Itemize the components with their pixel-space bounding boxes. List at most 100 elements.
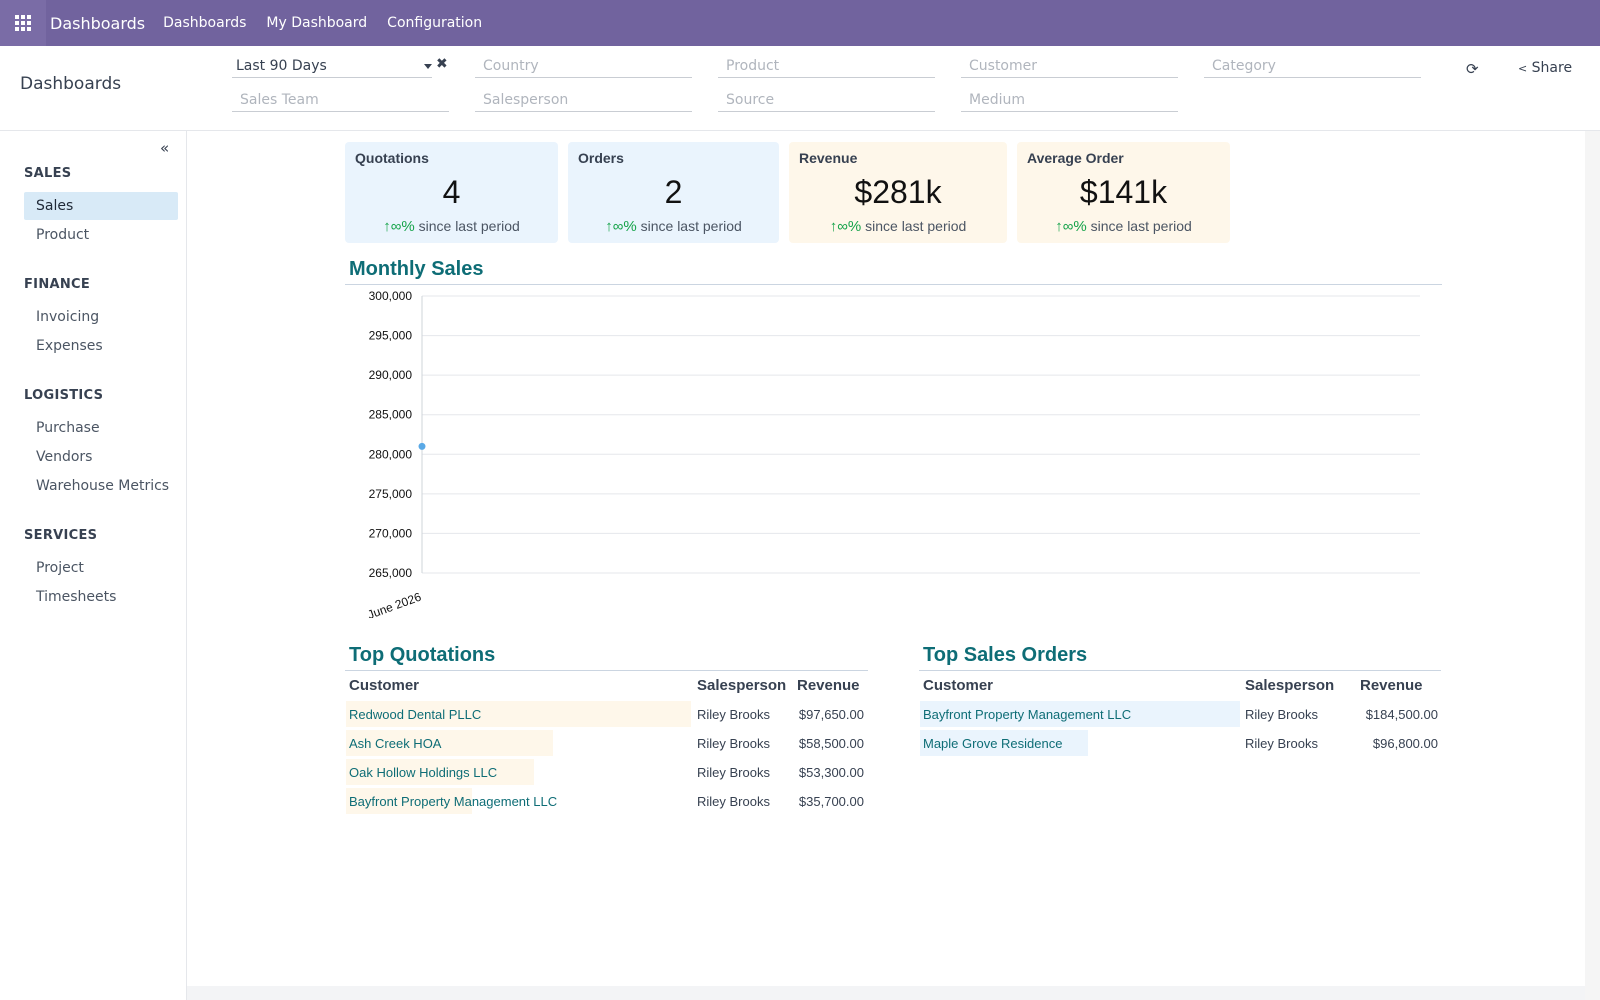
horizontal-scrollbar[interactable]	[187, 986, 1585, 1000]
nav-configuration[interactable]: Configuration	[387, 15, 483, 31]
vertical-scrollbar[interactable]	[1585, 131, 1600, 1000]
kpi-value: $281k	[854, 174, 942, 210]
monthly-sales-divider	[345, 284, 1442, 285]
customer-filter-input[interactable]: Customer	[961, 56, 1178, 78]
orders-header-salesperson[interactable]: Salesperson	[1245, 677, 1335, 694]
chart-y-tick-label: 265,000	[369, 566, 413, 580]
kpi-trend-text: since last period	[865, 218, 967, 234]
sidebar-item-purchase[interactable]: Purchase	[36, 420, 100, 436]
sidebar-section-services: SERVICES	[24, 528, 98, 543]
country-filter-input[interactable]: Country	[475, 56, 692, 78]
quotations-header-salesperson[interactable]: Salesperson	[697, 677, 787, 694]
refresh-icon[interactable]: ⟳	[1466, 60, 1479, 78]
kpi-value: 2	[664, 174, 683, 210]
kpi-orders[interactable]: Orders 2 ↑∞% since last period	[568, 142, 779, 243]
revenue-bar	[346, 701, 691, 727]
revenue-cell: $35,700.00	[798, 794, 864, 809]
salesperson-cell: Riley Brooks	[697, 765, 770, 780]
salesperson-cell: Riley Brooks	[1245, 707, 1318, 722]
table-row[interactable]: Ash Creek HOA Riley Brooks $58,500.00	[346, 730, 867, 756]
table-row[interactable]: Bayfront Property Management LLC Riley Br…	[920, 701, 1441, 727]
arrow-up-icon: ↑	[1055, 218, 1063, 235]
category-filter-input[interactable]: Category	[1204, 56, 1421, 78]
nav-dashboards[interactable]: Dashboards	[163, 15, 247, 31]
top-quotations-divider	[345, 670, 868, 671]
customer-link[interactable]: Redwood Dental PLLC	[349, 707, 482, 722]
revenue-bar	[346, 759, 535, 785]
share-button[interactable]: < Share	[1518, 60, 1572, 76]
date-filter-select[interactable]: Last 90 Days	[232, 56, 432, 78]
sidebar-item-sales[interactable]: Sales	[24, 192, 178, 220]
kpi-title: Quotations	[355, 150, 429, 166]
chart-y-tick-label: 300,000	[369, 289, 413, 303]
salesperson-cell: Riley Brooks	[697, 736, 770, 751]
monthly-sales-chart: 300,000 295,000 290,000 285,000 280,000 275,0…	[366, 289, 1420, 618]
table-row[interactable]: Maple Grove Residence Riley Brooks $96,800…	[920, 730, 1441, 756]
top-navbar: Dashboards Dashboards My Dashboard Confi…	[0, 0, 1600, 46]
chart-y-tick-label: 285,000	[369, 408, 413, 422]
date-filter-value: Last 90 Days	[236, 58, 327, 74]
sidebar-item-project[interactable]: Project	[36, 560, 84, 576]
revenue-bar	[920, 701, 1240, 727]
sidebar-item-expenses[interactable]: Expenses	[36, 338, 103, 354]
medium-filter-input[interactable]: Medium	[961, 90, 1178, 112]
customer-link[interactable]: Bayfront Property Management LLC	[923, 707, 1132, 722]
orders-header-customer[interactable]: Customer	[923, 677, 994, 694]
sidebar-item-invoicing[interactable]: Invoicing	[36, 309, 100, 325]
clear-date-icon[interactable]: ✖	[436, 56, 448, 72]
arrow-up-icon: ↑	[383, 218, 391, 235]
app-brand[interactable]: Dashboards	[50, 13, 146, 33]
sidebar: « SALES Sales Product FINANCE Invoicing …	[0, 131, 187, 1000]
sidebar-item-timesheets[interactable]: Timesheets	[36, 589, 117, 605]
page-title: Dashboards	[20, 74, 122, 94]
source-filter-input[interactable]: Source	[718, 90, 935, 112]
revenue-cell: $97,650.00	[798, 707, 864, 722]
share-icon: <	[1518, 62, 1528, 75]
chart-y-tick-label: 275,000	[369, 487, 413, 501]
dashboard-main	[187, 131, 1585, 986]
customer-link[interactable]: Oak Hollow Holdings LLC	[349, 765, 498, 780]
sidebar-item-warehouse-metrics[interactable]: Warehouse Metrics	[36, 478, 170, 494]
orders-header-revenue[interactable]: Revenue	[1360, 677, 1423, 694]
arrow-up-icon: ↑	[605, 218, 613, 235]
customer-link[interactable]: Maple Grove Residence	[923, 736, 1063, 751]
salesperson-cell: Riley Brooks	[697, 707, 770, 722]
kpi-value: 4	[442, 174, 461, 210]
control-panel: Dashboards Last 90 Days ✖ Country Produc…	[0, 46, 1600, 131]
sidebar-item-vendors[interactable]: Vendors	[36, 449, 93, 465]
apps-menu-icon[interactable]	[0, 0, 46, 46]
kpi-trend-text: since last period	[1090, 218, 1192, 234]
salesperson-filter-input[interactable]: Salesperson	[475, 90, 692, 112]
table-row[interactable]: Bayfront Property Management LLC Riley Br…	[346, 788, 867, 814]
sales-team-filter-input[interactable]: Sales Team	[232, 90, 449, 112]
top-sales-orders-divider	[919, 670, 1441, 671]
salesperson-cell: Riley Brooks	[697, 794, 770, 809]
customer-link[interactable]: Bayfront Property Management LLC	[349, 794, 558, 809]
revenue-bar	[346, 730, 553, 756]
kpi-revenue[interactable]: Revenue $281k ↑∞% since last period	[789, 142, 1007, 243]
kpi-quotations[interactable]: Quotations 4 ↑∞% since last period	[345, 142, 558, 243]
chart-y-tick-label: 295,000	[369, 329, 413, 343]
monthly-sales-title: Monthly Sales	[349, 258, 484, 280]
sidebar-section-logistics: LOGISTICS	[24, 388, 104, 403]
kpi-trend-text: since last period	[418, 218, 520, 234]
sidebar-section-finance: FINANCE	[24, 277, 91, 292]
revenue-cell: $58,500.00	[798, 736, 864, 751]
quotations-header-customer[interactable]: Customer	[349, 677, 420, 694]
kpi-average-order[interactable]: Average Order $141k ↑∞% since last perio…	[1017, 142, 1230, 243]
share-label: Share	[1531, 60, 1573, 76]
kpi-trend-value: ∞%	[837, 218, 862, 235]
product-filter-input[interactable]: Product	[718, 56, 935, 78]
customer-link[interactable]: Ash Creek HOA	[349, 736, 442, 751]
revenue-bar	[346, 788, 473, 814]
quotations-header-revenue[interactable]: Revenue	[797, 677, 860, 694]
nav-my-dashboard[interactable]: My Dashboard	[266, 15, 368, 31]
table-row[interactable]: Redwood Dental PLLC Riley Brooks $97,650.0…	[346, 701, 867, 727]
chart-data-point	[418, 442, 426, 450]
chart-y-tick-label: 270,000	[369, 526, 413, 540]
kpi-value: $141k	[1079, 174, 1168, 210]
table-row[interactable]: Oak Hollow Holdings LLC Riley Brooks $53,3…	[346, 759, 867, 785]
sidebar-item-product[interactable]: Product	[36, 227, 90, 243]
collapse-sidebar-icon[interactable]: «	[160, 139, 170, 157]
revenue-cell: $184,500.00	[1365, 707, 1438, 722]
